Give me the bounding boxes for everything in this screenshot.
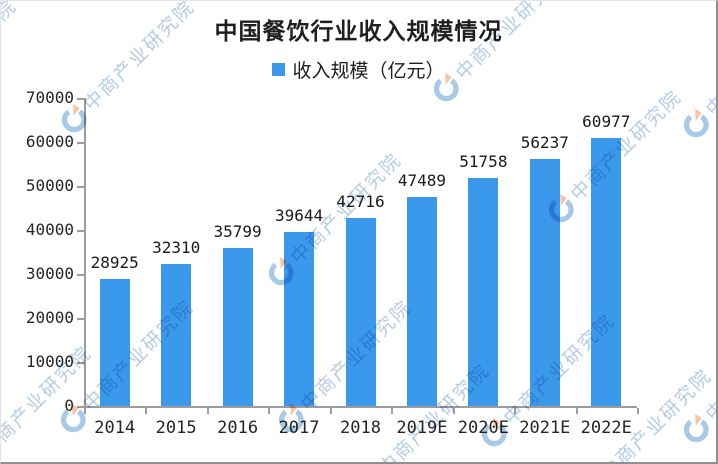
x-axis-tick <box>145 408 148 414</box>
x-axis-label: 2021E <box>519 418 571 438</box>
bar-value-label: 42716 <box>336 192 385 212</box>
x-axis-tick <box>575 408 578 414</box>
bar-value-label: 39644 <box>274 205 324 225</box>
y-axis-tick <box>77 230 84 232</box>
x-axis-tick <box>637 408 639 414</box>
x-axis-tick <box>84 408 86 414</box>
x-axis <box>84 406 637 408</box>
y-axis-tick-label: 40000 <box>25 220 74 239</box>
bar-2022E <box>591 137 622 406</box>
y-axis-tick <box>77 362 84 364</box>
x-axis-tick <box>452 408 455 414</box>
y-axis-tick-label: 10000 <box>25 352 74 371</box>
bar-2017 <box>284 231 315 406</box>
bar-value-label: 35799 <box>213 222 262 242</box>
x-axis-label: 2014 <box>94 418 136 438</box>
bar-value-label: 60977 <box>582 111 631 131</box>
x-axis-label: 2018 <box>340 418 381 438</box>
x-axis-tick <box>268 408 271 414</box>
y-axis-tick-label: 20000 <box>25 308 74 327</box>
y-axis-tick <box>77 318 84 320</box>
x-axis-label: 2017 <box>278 418 320 438</box>
bar-value-label: 51758 <box>459 152 508 172</box>
bar-2014 <box>99 278 130 406</box>
bar-value-label: 28925 <box>90 252 139 272</box>
bar-2016 <box>222 248 253 406</box>
bar-2019E <box>406 197 437 406</box>
x-axis-label: 2016 <box>217 418 259 438</box>
bar-2021E <box>529 158 560 406</box>
chart-title: 中国餐饮行业收入规模情况 <box>214 18 503 44</box>
x-axis-label: 2020E <box>457 418 509 438</box>
y-axis-tick <box>77 274 84 276</box>
bar-value-label: 56237 <box>520 132 569 152</box>
y-axis-tick-label: 50000 <box>25 176 74 195</box>
y-axis-tick-label: 30000 <box>25 264 74 283</box>
legend: 收入规模（亿元） <box>1 56 716 83</box>
y-axis <box>84 98 86 408</box>
x-axis-tick <box>329 408 332 414</box>
x-axis-tick <box>206 408 209 414</box>
y-axis-tick <box>77 142 84 144</box>
bar-value-label: 47489 <box>397 171 447 191</box>
x-axis-tick <box>391 408 394 414</box>
y-axis-tick <box>77 186 84 188</box>
x-axis-label: 2022E <box>580 418 632 438</box>
x-axis-label: 2015 <box>155 418 197 438</box>
y-axis-tick-label: 60000 <box>25 132 74 151</box>
x-axis-tick <box>514 408 517 414</box>
y-axis-tick-label: 70000 <box>25 88 74 107</box>
bar-value-label: 32310 <box>152 237 201 257</box>
y-axis-tick <box>77 98 84 100</box>
y-axis-tick-label: 0 <box>64 396 74 415</box>
bar-2015 <box>161 263 192 406</box>
y-axis-tick <box>77 406 84 408</box>
legend-label: 收入规模（亿元） <box>292 61 445 82</box>
bar-2020E <box>468 178 499 406</box>
legend-swatch <box>272 63 286 76</box>
bar-2018 <box>345 218 376 406</box>
x-axis-label: 2019E <box>396 418 448 438</box>
